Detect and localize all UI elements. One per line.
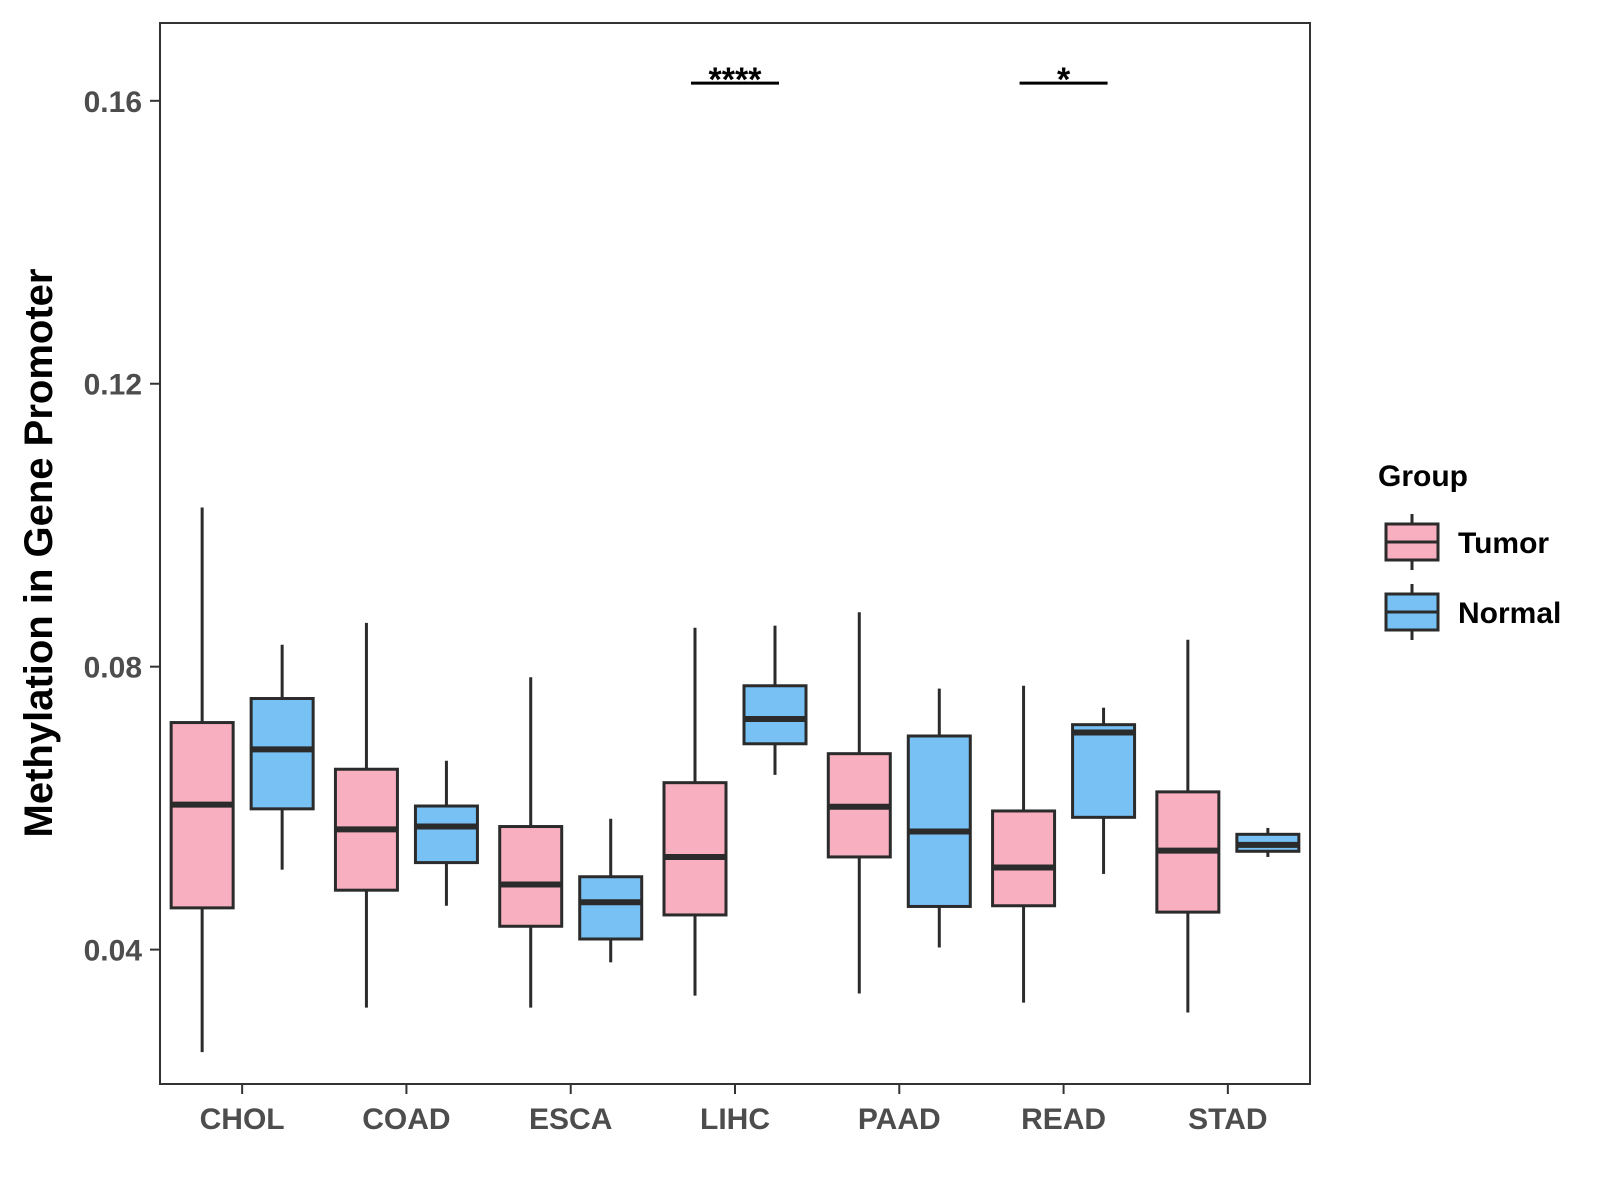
iqr-box — [1071, 723, 1137, 819]
legend-label: Normal — [1458, 597, 1561, 630]
x-tick-label-lihc: LIHC — [700, 1103, 770, 1136]
significance-label-read: * — [1057, 61, 1071, 99]
box-normal-paad — [906, 688, 972, 948]
x-tick-label-stad: STAD — [1188, 1103, 1267, 1136]
significance-label-lihc: **** — [709, 61, 763, 99]
legend-title: Group — [1378, 460, 1468, 493]
y-tick-label: 0.12 — [84, 369, 142, 402]
iqr-box — [991, 809, 1057, 908]
iqr-box — [906, 734, 972, 908]
box-tumor-paad — [826, 612, 892, 994]
x-axis: CHOL COAD ESCA LIHC PAAD READ STAD — [200, 1084, 1268, 1136]
box-normal-coad — [413, 760, 479, 906]
x-tick-label-read: READ — [1021, 1103, 1106, 1136]
box-layer — [169, 507, 1301, 1053]
box-tumor-stad — [1155, 639, 1221, 1013]
box-normal-chol — [249, 644, 315, 870]
box-tumor-esca — [498, 677, 564, 1008]
iqr-box — [578, 875, 644, 941]
box-tumor-chol — [169, 507, 235, 1053]
legend-entry-tumor: Tumor — [1384, 514, 1549, 570]
box-normal-lihc — [742, 625, 808, 775]
iqr-box — [662, 781, 728, 917]
box-tumor-coad — [333, 622, 399, 1008]
legend: Group Tumor Normal — [1378, 460, 1561, 640]
y-axis: 0.04 0.08 0.12 0.16 — [84, 86, 160, 968]
legend-entries: Tumor Normal — [1384, 514, 1561, 640]
box-normal-read — [1071, 707, 1137, 874]
iqr-box — [169, 721, 235, 910]
box-normal-esca — [578, 818, 644, 963]
y-axis-title: Methylation in Gene Promoter — [17, 269, 61, 838]
x-tick-label-chol: CHOL — [200, 1103, 285, 1136]
y-tick-label: 0.16 — [84, 86, 142, 119]
box-tumor-read — [991, 685, 1057, 1003]
iqr-box — [498, 825, 564, 928]
legend-label: Tumor — [1458, 527, 1549, 560]
box-normal-stad — [1235, 827, 1301, 857]
iqr-box — [742, 684, 808, 746]
x-tick-label-coad: COAD — [362, 1103, 450, 1136]
legend-entry-normal: Normal — [1384, 584, 1561, 640]
box-tumor-lihc — [662, 627, 728, 996]
x-tick-label-esca: ESCA — [529, 1103, 612, 1136]
x-tick-label-paad: PAAD — [858, 1103, 941, 1136]
plot-panel — [159, 22, 1311, 1085]
iqr-box — [249, 697, 315, 811]
y-tick-label: 0.08 — [84, 652, 142, 685]
iqr-box — [413, 804, 479, 865]
y-tick-label: 0.04 — [84, 935, 143, 968]
significance-layer: **** * — [691, 61, 1108, 99]
